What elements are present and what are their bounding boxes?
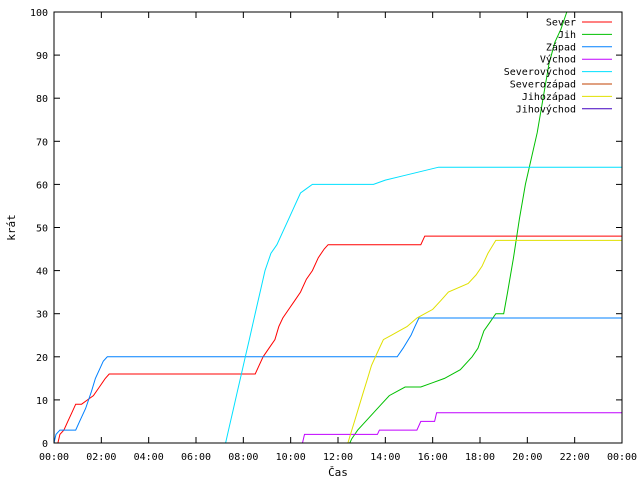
series-line-sever xyxy=(54,235,622,443)
y-tick-label: 30 xyxy=(36,310,48,321)
series-line-severovychod xyxy=(225,166,622,443)
series-line-zapad xyxy=(54,317,622,443)
x-tick-label: 20:00 xyxy=(512,452,542,463)
legend-label-severozapad: Severozápad xyxy=(510,79,576,91)
y-tick-label: 0 xyxy=(42,439,48,450)
legend: SeverJihZápadVýchodSeverovýchodSeverozáp… xyxy=(504,18,612,115)
legend-label-severovychod: Severovýchod xyxy=(504,66,576,78)
x-tick-label: 18:00 xyxy=(465,452,495,463)
x-tick-label: 14:00 xyxy=(370,452,400,463)
plot-frame xyxy=(53,11,623,444)
legend-label-jihozapad: Jihozápad xyxy=(522,91,576,103)
y-tick-label: 70 xyxy=(36,137,48,148)
x-tick-label: 00:00 xyxy=(607,452,637,463)
series-line-jih xyxy=(349,12,568,443)
y-tick-label: 100 xyxy=(30,8,48,19)
y-tick-label: 90 xyxy=(36,51,48,62)
x-tick-label: 06:00 xyxy=(181,452,211,463)
y-tick-label: 60 xyxy=(36,180,48,191)
x-tick-label: 10:00 xyxy=(276,452,306,463)
x-axis-label: Čas xyxy=(328,466,348,479)
legend-label-jihovychod: Jihovýchod xyxy=(516,103,576,115)
axis-ticks: 0 10 20 30 40 50 60 70 80 90 100 00:00 02:00 04:00 06:… xyxy=(30,8,637,463)
legend-label-vychod: Východ xyxy=(540,54,576,66)
y-tick-label: 20 xyxy=(36,353,48,364)
x-tick-label: 04:00 xyxy=(134,452,164,463)
y-axis-label: krát xyxy=(5,214,18,241)
series-line-jihozapad xyxy=(347,239,622,443)
x-tick-label: 08:00 xyxy=(228,452,258,463)
y-tick-label: 50 xyxy=(36,224,48,235)
legend-label-jih: Jih xyxy=(558,30,576,41)
x-tick-label: 00:00 xyxy=(39,452,69,463)
x-tick-label: 16:00 xyxy=(418,452,448,463)
y-tick-label: 10 xyxy=(36,396,48,407)
series-layer xyxy=(54,12,622,443)
y-tick-label: 40 xyxy=(36,267,48,278)
y-tick-label: 80 xyxy=(36,94,48,105)
series-line-vychod xyxy=(302,412,622,443)
legend-label-sever: Sever xyxy=(546,18,576,29)
x-tick-label: 22:00 xyxy=(560,452,590,463)
x-tick-label: 12:00 xyxy=(323,452,353,463)
x-tick-label: 02:00 xyxy=(86,452,116,463)
legend-label-zapad: Západ xyxy=(546,41,576,53)
